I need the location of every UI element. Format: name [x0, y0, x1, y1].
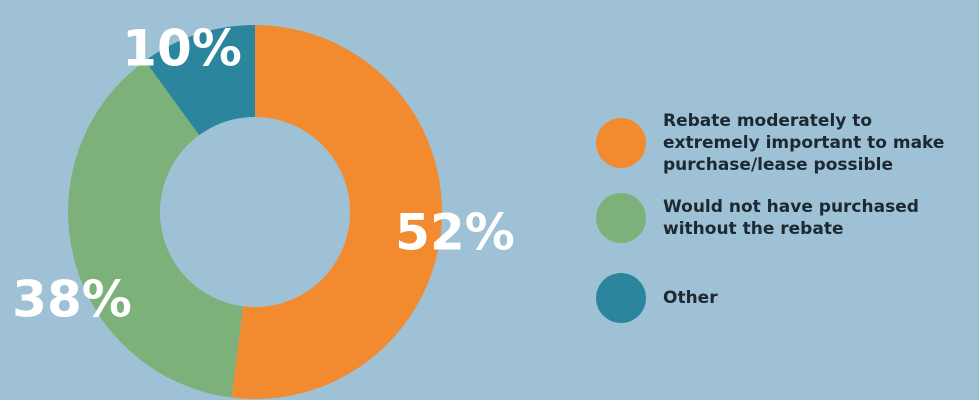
- legend-label-other: Other: [663, 288, 718, 308]
- legend-swatch-other: [596, 273, 646, 323]
- slice-other: [145, 25, 255, 136]
- label-10-percent: 10%: [122, 20, 242, 78]
- legend-label-would-not-have-purchased: Would not have purchased without the reb…: [663, 197, 919, 239]
- slice-would-not-have-purchased: [67, 60, 244, 398]
- label-52-percent: 52%: [395, 204, 515, 262]
- label-38-percent: 38%: [12, 271, 132, 329]
- legend-item-other: Other: [596, 273, 973, 323]
- slice-rebate-important: [231, 25, 442, 399]
- legend-item-would-not-have-purchased: Would not have purchased without the reb…: [596, 193, 973, 243]
- legend-swatch-rebate-important: [596, 118, 646, 168]
- donut-chart: 52% 38% 10%: [12, 20, 515, 399]
- legend-swatch-would-not-have-purchased: [596, 193, 646, 243]
- legend-item-rebate-important: Rebate moderately to extremely important…: [596, 110, 973, 176]
- legend-label-rebate-important: Rebate moderately to extremely important…: [663, 111, 945, 175]
